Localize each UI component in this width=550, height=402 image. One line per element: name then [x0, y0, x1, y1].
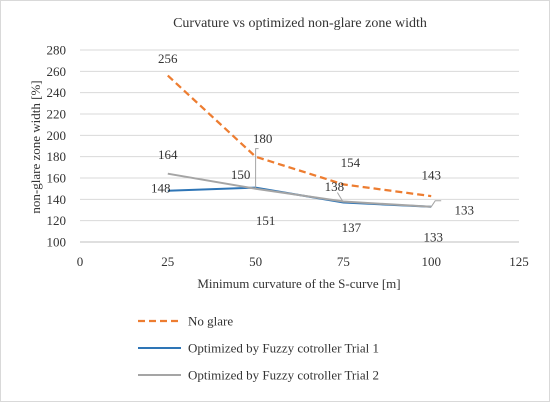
y-tick-label: 100	[47, 235, 67, 250]
legend-label-1: No glare	[188, 314, 233, 329]
y-tick-label: 280	[47, 43, 67, 58]
data-label: 256	[158, 51, 178, 66]
leader-lines	[255, 148, 442, 208]
x-tick-label: 75	[337, 254, 350, 269]
data-label: 138	[325, 179, 345, 194]
y-tick-label: 140	[47, 192, 67, 207]
data-label: 151	[256, 213, 276, 228]
series-line-3	[167, 172, 432, 208]
y-tick-label: 160	[47, 171, 67, 186]
x-tick-label: 0	[77, 254, 84, 269]
leader-line	[336, 192, 344, 203]
x-tick-label: 25	[161, 254, 174, 269]
grid-lines	[80, 49, 519, 222]
data-label: 150	[231, 167, 251, 182]
y-tick-labels: 100 120 140 160 180 200 220 240 260 280	[47, 43, 67, 250]
y-tick-label: 200	[47, 128, 67, 143]
data-label: 133	[423, 229, 443, 244]
y-axis-title: non-glare zone width [%]	[28, 80, 43, 213]
data-label: 148	[151, 180, 171, 195]
legend-label-3: Optimized by Fuzzy cotroller Trial 2	[188, 368, 379, 383]
data-labels: 256 180 154 143 148 151 137 133 164 150 138 133	[151, 51, 474, 244]
data-label: 154	[341, 155, 361, 170]
leader-line	[430, 200, 442, 208]
series-lines	[167, 74, 432, 208]
y-tick-label: 120	[47, 213, 67, 228]
y-tick-label: 260	[47, 64, 67, 79]
y-tick-label: 220	[47, 107, 67, 122]
y-tick-label: 240	[47, 85, 67, 100]
x-tick-label: 125	[509, 254, 529, 269]
y-tick-label: 180	[47, 149, 67, 164]
data-label: 143	[421, 168, 441, 183]
x-tick-label: 100	[421, 254, 441, 269]
chart-title: Curvature vs optimized non-glare zone wi…	[173, 16, 427, 31]
x-tick-labels: 0 25 50 75 100 125	[77, 254, 529, 269]
legend-label-2: Optimized by Fuzzy cotroller Trial 1	[188, 341, 379, 356]
leader-line	[255, 148, 259, 188]
legend: No glare Optimized by Fuzzy cotroller Tri…	[138, 314, 379, 383]
data-label: 180	[253, 131, 273, 146]
x-tick-label: 50	[249, 254, 262, 269]
x-axis-title: Minimum curvature of the S-curve [m]	[197, 276, 400, 291]
series-line-1	[167, 74, 432, 198]
data-label: 137	[342, 220, 362, 235]
data-label: 133	[454, 202, 474, 217]
data-label: 164	[158, 147, 178, 162]
